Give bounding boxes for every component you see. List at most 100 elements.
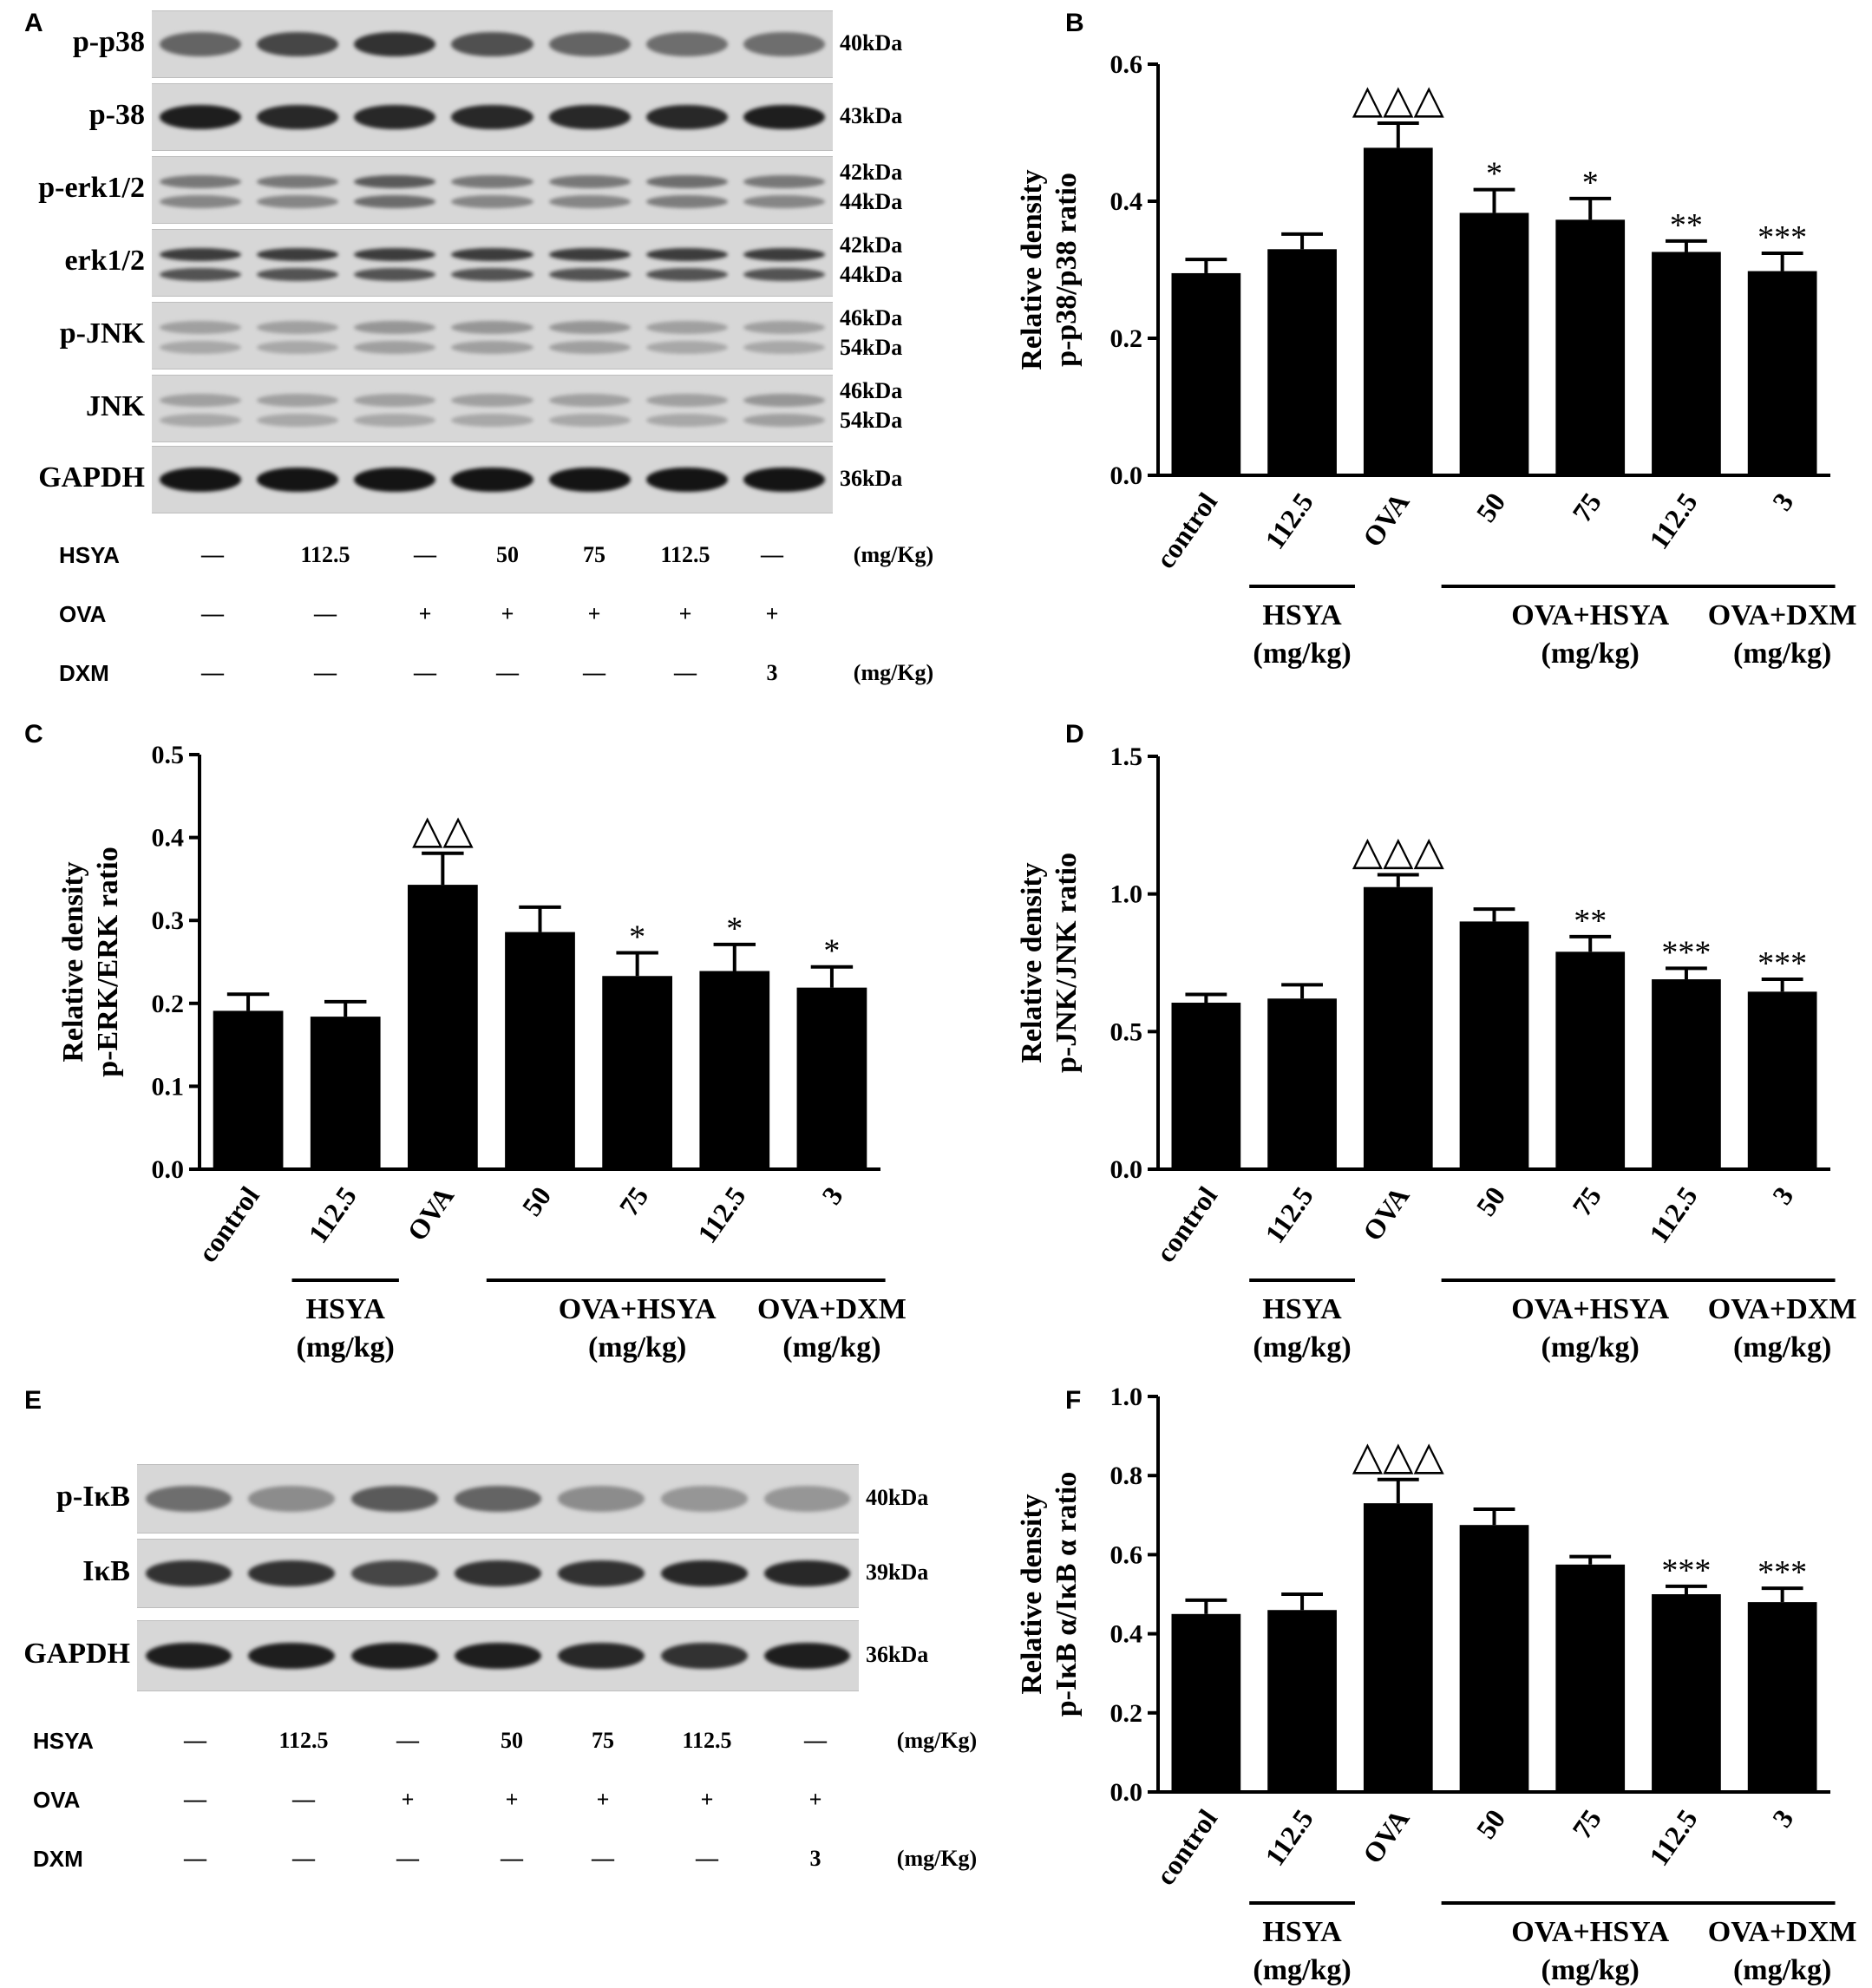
- x-tick-label: 112.5: [691, 1180, 752, 1248]
- kda-label: 42kDa: [840, 160, 903, 185]
- group-label: HSYA: [1262, 1916, 1342, 1948]
- treatment-value: 50: [501, 1728, 523, 1753]
- blot-band: [548, 394, 631, 408]
- treatment-value: +: [765, 601, 779, 626]
- kda-label: 42kDa: [840, 232, 903, 258]
- group-label: (mg/kg): [1541, 638, 1640, 670]
- blot-band: [354, 467, 436, 493]
- significance-mark: **: [1670, 207, 1703, 244]
- y-axis-label-line: p-ERK/ERK ratio: [92, 847, 124, 1076]
- blot-band: [548, 268, 631, 282]
- blot-band: [145, 1486, 232, 1512]
- blot-band: [455, 1486, 541, 1512]
- group-label: (mg/kg): [782, 1331, 880, 1363]
- blot-band: [354, 195, 436, 209]
- blot-band: [257, 31, 339, 57]
- blot-band: [451, 248, 533, 262]
- blot-band: [257, 175, 339, 189]
- blot-band: [354, 394, 436, 408]
- kda-label: 36kDa: [840, 466, 903, 491]
- blot-row-label: p-JNK: [59, 317, 145, 350]
- x-tick-label: 75: [1566, 1180, 1607, 1221]
- blot-band: [645, 394, 728, 408]
- blot-band: [645, 341, 728, 355]
- x-tick-label: 3: [1766, 1803, 1800, 1833]
- blot-band: [645, 414, 728, 428]
- treatment-value: —: [583, 660, 605, 685]
- bar: [1652, 252, 1721, 475]
- group-label: (mg/kg): [1733, 1331, 1831, 1363]
- blot-band: [548, 248, 631, 262]
- treatment-value: +: [505, 1787, 519, 1812]
- kda-label: 46kDa: [840, 378, 903, 403]
- blot-band: [159, 175, 242, 189]
- blot-band: [257, 321, 339, 335]
- x-tick-label: 50: [1469, 1180, 1511, 1221]
- treatment-value: +: [418, 601, 432, 626]
- group-label: (mg/kg): [297, 1331, 395, 1363]
- blot-band: [351, 1560, 439, 1586]
- bar: [505, 932, 575, 1169]
- group-label: (mg/kg): [1733, 1954, 1831, 1986]
- kda-label: 46kDa: [840, 305, 903, 330]
- significance-mark: **: [1574, 903, 1607, 939]
- bar: [1267, 998, 1337, 1169]
- group-label: HSYA: [1262, 599, 1342, 631]
- treatment-value: 75: [583, 542, 605, 567]
- treatment-value: —: [501, 1846, 523, 1871]
- bar: [1267, 1610, 1337, 1792]
- group-label: (mg/kg): [1253, 1331, 1351, 1363]
- x-tick-label: control: [192, 1180, 265, 1267]
- significance-mark: *: [726, 911, 743, 947]
- significance-mark: ***: [1661, 934, 1711, 971]
- bar: [1652, 1594, 1721, 1792]
- blot-band: [763, 1642, 851, 1670]
- bar: [1555, 951, 1626, 1169]
- blot-strip: [152, 375, 833, 442]
- significance-mark: △△△: [1352, 77, 1445, 121]
- treatment-value: —: [496, 660, 519, 685]
- group-label: OVA+DXM: [757, 1293, 907, 1325]
- blot-row-label: erk1/2: [64, 245, 145, 277]
- group-label: OVA+HSYA: [1511, 1293, 1669, 1325]
- panel-letter-c: C: [24, 720, 43, 749]
- y-tick-label: 1.0: [1110, 1388, 1143, 1411]
- y-tick-label: 0.6: [1110, 1540, 1143, 1569]
- bar: [1555, 219, 1626, 475]
- y-tick-label: 0.3: [152, 906, 185, 935]
- blot-band: [451, 414, 533, 428]
- y-axis-label-line: Relative density: [1016, 169, 1048, 369]
- blot-band: [645, 321, 728, 335]
- y-tick-label: 0.0: [1110, 1155, 1143, 1184]
- blot-band: [743, 414, 826, 428]
- treatment-value: —: [201, 542, 224, 567]
- bar: [1459, 1525, 1529, 1792]
- blot-band: [257, 394, 339, 408]
- treatment-label: DXM: [59, 660, 109, 686]
- blot-band: [257, 195, 339, 209]
- x-tick-label: control: [1149, 1180, 1223, 1267]
- y-axis-label-line: Relative density: [1016, 1494, 1048, 1694]
- treatment-label: OVA: [59, 601, 107, 627]
- blot-strip: [152, 229, 833, 297]
- blot-band: [743, 321, 826, 335]
- treatment-value: —: [674, 660, 697, 685]
- blot-band: [354, 341, 436, 355]
- blot-band: [257, 414, 339, 428]
- blot-band: [159, 248, 242, 262]
- blot-band: [257, 104, 339, 130]
- treatment-value: 112.5: [660, 542, 710, 567]
- treatment-value: —: [761, 542, 783, 567]
- blot-band: [159, 104, 242, 130]
- blot-band: [645, 195, 728, 209]
- blot-band: [743, 394, 826, 408]
- x-tick-label: OVA: [401, 1180, 460, 1246]
- kda-label: 40kDa: [840, 30, 903, 56]
- blot-band: [645, 31, 728, 57]
- treatment-value: 112.5: [300, 542, 350, 567]
- y-axis-label: Relative densityp-ERK/ERK ratio: [57, 847, 124, 1076]
- blot-band: [645, 467, 728, 493]
- blot-band: [451, 175, 533, 189]
- bar: [1747, 991, 1817, 1169]
- treatment-value: —: [292, 1787, 315, 1812]
